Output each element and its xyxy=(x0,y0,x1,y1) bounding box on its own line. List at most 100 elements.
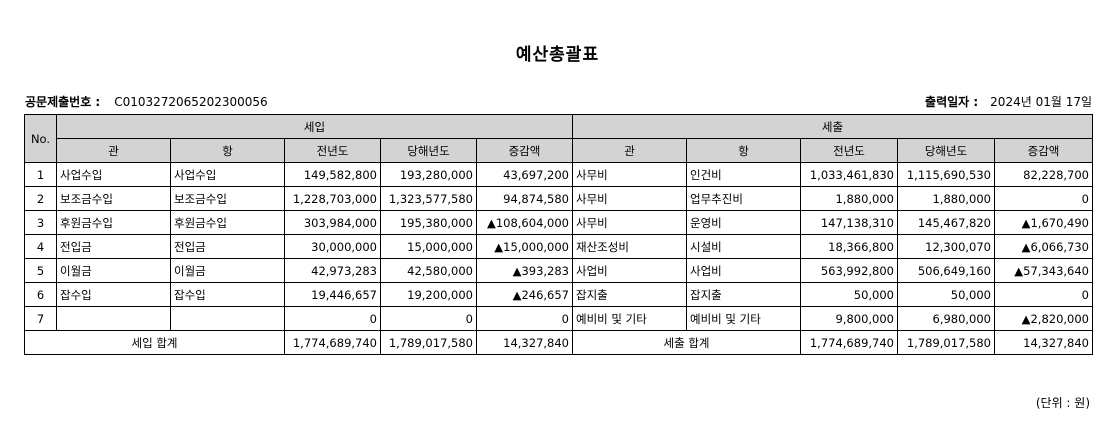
revenue-prev-cell: 149,582,800 xyxy=(284,162,381,187)
revenue-prev-cell: 42,973,283 xyxy=(284,258,381,283)
revenue-diff-cell: 43,697,200 xyxy=(476,162,573,187)
revenue-total-label: 세입 합계 xyxy=(24,330,285,355)
revenue-prev-cell: 0 xyxy=(284,306,381,331)
revenue-hang-cell xyxy=(170,306,285,331)
revenue-hang-cell: 잡수입 xyxy=(170,282,285,307)
header-expense-kwan: 관 xyxy=(572,138,687,163)
header-expense-hang: 항 xyxy=(686,138,801,163)
row-no: 4 xyxy=(24,234,57,259)
header-revenue: 세입 xyxy=(56,114,573,139)
submission-number: 공문제출번호 : C0103272065202300056 xyxy=(25,93,268,110)
revenue-prev-cell: 30,000,000 xyxy=(284,234,381,259)
header-expense-curr: 당해년도 xyxy=(897,138,995,163)
header-row-top: No. 세입 세출 xyxy=(24,114,1093,163)
expense-total-curr: 1,789,017,580 xyxy=(897,330,995,355)
revenue-curr-cell: 15,000,000 xyxy=(380,234,477,259)
table-row: 1 사업수입 사업수입 149,582,800 193,280,000 43,697,20… xyxy=(24,162,1093,187)
table-row: 2 보조금수입 보조금수입 1,228,703,000 1,323,577,580 94,… xyxy=(24,186,1093,211)
submission-number-label: 공문제출번호 : xyxy=(25,95,101,109)
header-expense-prev: 전년도 xyxy=(800,138,898,163)
expense-hang-cell: 운영비 xyxy=(686,210,801,235)
revenue-kwan-cell: 전입금 xyxy=(56,234,171,259)
expense-diff-cell: 0 xyxy=(994,282,1093,307)
header-revenue-kwan: 관 xyxy=(56,138,171,163)
header-no: No. xyxy=(24,114,57,163)
revenue-diff-cell: 94,874,580 xyxy=(476,186,573,211)
expense-total-prev: 1,774,689,740 xyxy=(800,330,898,355)
revenue-prev-cell: 1,228,703,000 xyxy=(284,186,381,211)
totals-row: 세입 합계 1,774,689,740 1,789,017,580 14,327… xyxy=(24,330,1093,355)
revenue-diff-cell: ▲246,657 xyxy=(476,282,573,307)
revenue-kwan-cell: 이월금 xyxy=(56,258,171,283)
expense-kwan-cell: 재산조성비 xyxy=(572,234,687,259)
expense-kwan-cell: 사업비 xyxy=(572,258,687,283)
expense-kwan-cell: 사무비 xyxy=(572,162,687,187)
expense-prev-cell: 1,033,461,830 xyxy=(800,162,898,187)
table-row: 4 전입금 전입금 30,000,000 15,000,000 ▲15,000,000 재산… xyxy=(24,234,1093,259)
revenue-curr-cell: 19,200,000 xyxy=(380,282,477,307)
table-row: 5 이월금 이월금 42,973,283 42,580,000 ▲393,283 사업비 사업… xyxy=(24,258,1093,283)
budget-summary-table: No. 세입 세출 관 항 전년도 당해년도 증감액 관 항 전년도 당해년도 … xyxy=(24,114,1093,355)
revenue-kwan-cell: 잡수입 xyxy=(56,282,171,307)
revenue-curr-cell: 0 xyxy=(380,306,477,331)
expense-kwan-cell: 사무비 xyxy=(572,210,687,235)
table-row: 3 후원금수입 후원금수입 303,984,000 195,380,000 ▲108,60… xyxy=(24,210,1093,235)
expense-diff-cell: ▲2,820,000 xyxy=(994,306,1093,331)
print-date-value: 2024년 01월 17일 xyxy=(990,95,1092,109)
expense-diff-cell: 0 xyxy=(994,186,1093,211)
expense-diff-cell: ▲57,343,640 xyxy=(994,258,1093,283)
expense-prev-cell: 1,880,000 xyxy=(800,186,898,211)
expense-curr-cell: 50,000 xyxy=(897,282,995,307)
print-date-label: 출력일자 : xyxy=(925,95,979,109)
header-expense: 세출 xyxy=(572,114,1093,139)
revenue-hang-cell: 전입금 xyxy=(170,234,285,259)
expense-hang-cell: 예비비 및 기타 xyxy=(686,306,801,331)
expense-prev-cell: 147,138,310 xyxy=(800,210,898,235)
revenue-hang-cell: 이월금 xyxy=(170,258,285,283)
expense-curr-cell: 6,980,000 xyxy=(897,306,995,331)
header-row-sub: 관 항 전년도 당해년도 증감액 관 항 전년도 당해년도 증감액 xyxy=(25,138,1093,163)
expense-kwan-cell: 잡지출 xyxy=(572,282,687,307)
revenue-diff-cell: ▲15,000,000 xyxy=(476,234,573,259)
expense-total-diff: 14,327,840 xyxy=(994,330,1093,355)
revenue-kwan-cell: 사업수입 xyxy=(56,162,171,187)
page-title: 예산총괄표 xyxy=(515,45,600,65)
revenue-hang-cell: 보조금수입 xyxy=(170,186,285,211)
expense-hang-cell: 업무추진비 xyxy=(686,186,801,211)
revenue-hang-cell: 후원금수입 xyxy=(170,210,285,235)
expense-kwan-cell: 예비비 및 기타 xyxy=(572,306,687,331)
row-no: 6 xyxy=(24,282,57,307)
revenue-diff-cell: ▲393,283 xyxy=(476,258,573,283)
submission-number-value: C0103272065202300056 xyxy=(114,95,268,109)
row-no: 3 xyxy=(24,210,57,235)
expense-diff-cell: 82,228,700 xyxy=(994,162,1093,187)
expense-kwan-cell: 사무비 xyxy=(572,186,687,211)
expense-curr-cell: 12,300,070 xyxy=(897,234,995,259)
revenue-prev-cell: 19,446,657 xyxy=(284,282,381,307)
revenue-curr-cell: 1,323,577,580 xyxy=(380,186,477,211)
header-revenue-prev: 전년도 xyxy=(284,138,381,163)
revenue-total-curr: 1,789,017,580 xyxy=(380,330,477,355)
revenue-diff-cell: ▲108,604,000 xyxy=(476,210,573,235)
table-row: 6 잡수입 잡수입 19,446,657 19,200,000 ▲246,657 잡지출 잡지… xyxy=(24,282,1093,307)
expense-prev-cell: 18,366,800 xyxy=(800,234,898,259)
table-row: 7 0 0 0 예비비 및 기타 예비비 및 기타 9,800,000 6,980,000 ▲2… xyxy=(24,306,1093,331)
revenue-kwan-cell xyxy=(56,306,171,331)
expense-curr-cell: 1,880,000 xyxy=(897,186,995,211)
header-revenue-diff: 증감액 xyxy=(476,138,573,163)
revenue-total-prev: 1,774,689,740 xyxy=(284,330,381,355)
expense-curr-cell: 145,467,820 xyxy=(897,210,995,235)
row-no: 7 xyxy=(24,306,57,331)
row-no: 2 xyxy=(24,186,57,211)
header-revenue-hang: 항 xyxy=(170,138,285,163)
unit-note: (단위 : 원) xyxy=(1035,396,1090,410)
expense-curr-cell: 1,115,690,530 xyxy=(897,162,995,187)
row-no: 5 xyxy=(24,258,57,283)
revenue-hang-cell: 사업수입 xyxy=(170,162,285,187)
revenue-total-diff: 14,327,840 xyxy=(476,330,573,355)
expense-prev-cell: 9,800,000 xyxy=(800,306,898,331)
header-expense-diff: 증감액 xyxy=(994,138,1093,163)
expense-prev-cell: 50,000 xyxy=(800,282,898,307)
expense-total-label: 세출 합계 xyxy=(572,330,801,355)
expense-hang-cell: 잡지출 xyxy=(686,282,801,307)
